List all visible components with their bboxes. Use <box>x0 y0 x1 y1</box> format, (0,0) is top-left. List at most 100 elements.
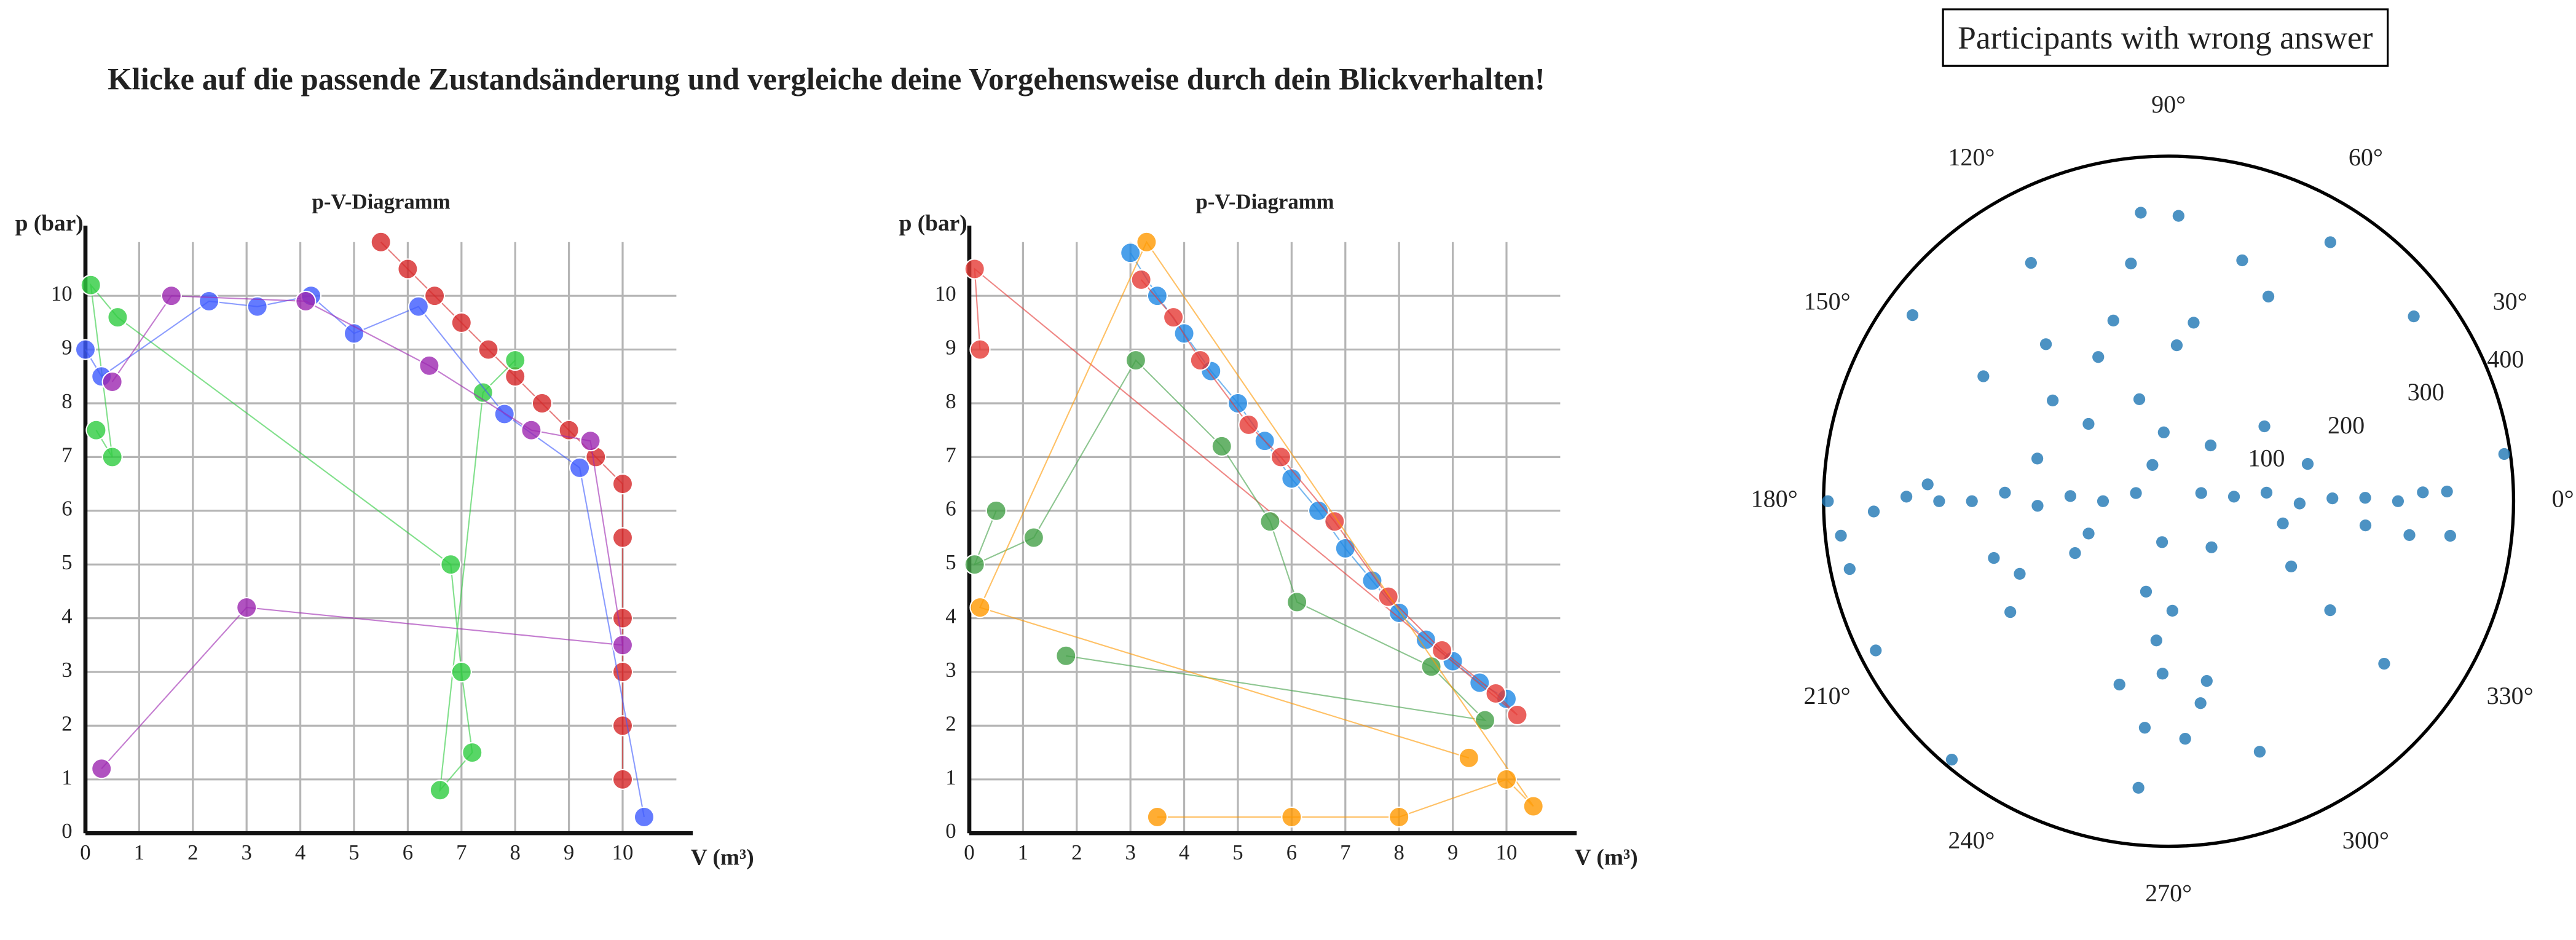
polar-chart: Participants with wrong answer 0° 30° 60° 90… <box>1751 8 2574 907</box>
fixation <box>101 371 123 393</box>
point <box>2200 675 2213 687</box>
fixation <box>505 349 526 371</box>
fixation <box>1227 392 1249 414</box>
title-box <box>1942 8 2389 67</box>
point <box>2125 257 2137 270</box>
x-tick-label: 6 <box>403 840 413 864</box>
r-tick-label: 300 <box>2408 378 2444 406</box>
x-tick-label: 3 <box>1125 840 1135 864</box>
point <box>2156 668 2168 680</box>
point <box>2301 458 2314 470</box>
fixation <box>1286 591 1308 613</box>
fixation <box>1238 414 1259 436</box>
point <box>2326 492 2339 505</box>
fixation <box>612 527 634 548</box>
point <box>2258 420 2271 433</box>
fixation <box>295 290 317 312</box>
y-tick-label: 3 <box>61 658 72 682</box>
fixation <box>1307 500 1329 521</box>
fixation <box>440 554 462 575</box>
point <box>2113 678 2125 691</box>
fixation <box>85 419 107 441</box>
fixation <box>494 403 515 425</box>
y-tick-label: 1 <box>945 765 956 789</box>
y-tick-label: 7 <box>945 443 956 467</box>
fixation <box>419 355 440 376</box>
theta-tick-label: 60° <box>2349 143 2383 171</box>
y-tick-label: 2 <box>61 711 72 735</box>
fixation <box>612 768 634 790</box>
point <box>2170 339 2183 352</box>
r-tick-label: 400 <box>2487 345 2524 373</box>
fixation <box>1495 768 1518 790</box>
x-tick-label: 2 <box>187 840 198 864</box>
x-tick-label: 5 <box>349 840 359 864</box>
point <box>2417 486 2429 499</box>
theta-tick-label: 90° <box>2151 90 2186 118</box>
fixation <box>1522 796 1544 817</box>
point <box>1921 478 1934 491</box>
stimulus-title: Klicke auf die passende Zustandsänderung… <box>108 61 1545 96</box>
fixation <box>1281 468 1302 489</box>
fixation <box>964 258 985 280</box>
point <box>2150 634 2162 647</box>
theta-tick-label: 0° <box>2552 484 2574 512</box>
point <box>2092 351 2105 363</box>
x-tick-label: 8 <box>1393 840 1404 864</box>
point <box>2285 560 2298 572</box>
y-axis-label: p (bar) <box>899 211 967 236</box>
point <box>2324 236 2336 248</box>
theta-tick-label: 150° <box>1804 288 1851 315</box>
point <box>2179 733 2191 745</box>
point <box>1900 491 1913 503</box>
chart-title: p-V-Diagramm <box>312 189 451 213</box>
point <box>2293 497 2306 510</box>
fixation <box>521 419 542 441</box>
point <box>2097 495 2109 507</box>
x-tick-label: 1 <box>134 840 144 864</box>
x-tick-label: 4 <box>1179 840 1189 864</box>
point <box>2130 487 2142 499</box>
point <box>1966 495 1978 507</box>
x-tick-label: 3 <box>242 840 252 864</box>
point <box>1835 529 1847 542</box>
point <box>2444 529 2456 542</box>
y-tick-label: 7 <box>61 443 72 467</box>
fixation <box>1474 709 1496 731</box>
fixation <box>1281 806 1302 828</box>
fixation <box>1023 527 1044 548</box>
point <box>1999 486 2011 499</box>
fixation <box>1125 349 1147 371</box>
point <box>2324 604 2336 617</box>
point <box>1933 495 1945 507</box>
fixation <box>397 258 419 280</box>
point <box>2236 254 2248 267</box>
point <box>1945 753 1958 766</box>
point <box>2195 487 2207 499</box>
point <box>1822 495 1834 507</box>
fixation <box>969 339 991 360</box>
x-tick-label: 5 <box>1232 840 1243 864</box>
fixation <box>1055 645 1077 666</box>
point <box>2227 491 2240 503</box>
x-tick-label: 10 <box>612 840 634 864</box>
point <box>2039 338 2052 350</box>
y-tick-label: 4 <box>61 604 72 628</box>
fixation <box>107 307 128 328</box>
y-tick-label: 5 <box>61 550 72 574</box>
point <box>2262 290 2275 302</box>
y-tick-label: 9 <box>61 336 72 360</box>
point <box>2359 492 2371 504</box>
point <box>2392 495 2405 507</box>
point <box>2359 519 2372 532</box>
fixation <box>198 290 220 312</box>
point <box>2157 426 2170 438</box>
point <box>2069 547 2081 559</box>
point <box>2498 448 2510 460</box>
x-tick-label: 9 <box>564 840 574 864</box>
point <box>2014 567 2026 580</box>
point <box>2166 604 2178 617</box>
point <box>2260 486 2273 499</box>
fixation <box>964 554 985 575</box>
